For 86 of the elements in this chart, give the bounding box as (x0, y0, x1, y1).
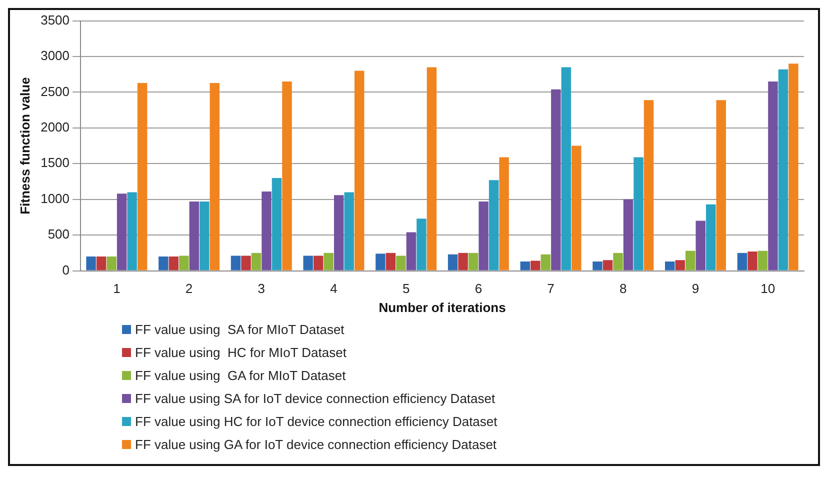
bar (468, 252, 478, 270)
bar (86, 256, 96, 270)
bar (426, 67, 437, 270)
bar (613, 252, 623, 270)
bar (520, 262, 530, 270)
y-tick-label: 500 (48, 226, 70, 242)
bar (324, 252, 334, 270)
legend-label: FF value using SA for IoT device connection efficiency Dataset (135, 391, 496, 406)
bar (572, 146, 582, 270)
y-tick-label: 2000 (40, 120, 70, 135)
bar (748, 252, 758, 270)
bar (623, 199, 634, 270)
bar (499, 157, 509, 270)
bar (200, 202, 210, 270)
x-tick-label: 9 (692, 281, 700, 296)
bar (551, 89, 561, 270)
bar (675, 260, 685, 270)
bar (458, 252, 468, 270)
bar (127, 192, 137, 270)
legend-label: FF value using GA for MIoT Dataset (135, 368, 346, 383)
x-tick-label: 2 (185, 281, 193, 296)
bar (478, 202, 488, 270)
bar (344, 192, 354, 270)
bar (592, 262, 602, 270)
x-tick-label: 10 (760, 281, 776, 296)
y-tick-label: 1000 (40, 190, 70, 206)
bar (406, 232, 416, 270)
bar (251, 252, 262, 270)
bar (116, 194, 127, 270)
x-axis-title: Number of iterations (378, 300, 506, 315)
bar (241, 256, 251, 270)
y-tick-label: 0 (62, 262, 70, 278)
x-tick-label: 6 (474, 281, 482, 296)
y-tick-label: 3500 (40, 12, 70, 28)
bar (106, 256, 116, 270)
bar (137, 82, 148, 270)
bar (540, 254, 551, 270)
bar (448, 254, 458, 270)
bar (664, 262, 675, 270)
bar (561, 67, 572, 270)
bar (644, 100, 654, 270)
bar (530, 260, 540, 270)
bar (488, 180, 499, 270)
bar (758, 250, 768, 270)
bar (634, 157, 644, 270)
bar (386, 252, 396, 270)
bar (313, 256, 324, 270)
legend-label: FF value using SA for MIoT Dataset (135, 322, 344, 337)
y-tick-label: 3000 (40, 48, 70, 64)
bar (282, 82, 292, 270)
y-axis-title: Fitness function value (17, 77, 32, 214)
bar (262, 192, 272, 270)
bar (158, 256, 168, 270)
bar (179, 256, 189, 270)
bar (189, 202, 200, 270)
x-tick-label: 3 (258, 281, 266, 296)
bar (788, 64, 798, 270)
bar (168, 256, 179, 270)
bar (354, 70, 364, 270)
bar (272, 178, 282, 270)
bar (768, 82, 778, 270)
bar (416, 218, 426, 270)
x-tick-label: 4 (330, 281, 338, 296)
bar (716, 100, 726, 270)
legend-label: FF value using HC for IoT device connection efficiency Dataset (135, 414, 498, 429)
bar (334, 195, 344, 270)
x-tick-label: 5 (402, 281, 410, 296)
bar (230, 256, 241, 270)
x-tick-label: 7 (547, 281, 554, 296)
x-tick-label: 8 (620, 281, 627, 296)
legend-label: FF value using GA for IoT device connection efficiency Dataset (135, 437, 497, 452)
bar (737, 252, 748, 270)
bar (602, 260, 613, 270)
bar (376, 254, 386, 270)
bar (696, 220, 706, 270)
bar (396, 256, 406, 270)
x-tick-label: 1 (113, 281, 120, 296)
y-tick-label: 1500 (40, 155, 70, 170)
bar (210, 82, 220, 270)
bar (685, 250, 696, 270)
bar (778, 69, 788, 270)
bar (303, 256, 313, 270)
y-tick-label: 2500 (40, 84, 70, 99)
legend-label: FF value using HC for MIoT Dataset (135, 345, 346, 360)
bar (706, 204, 716, 270)
bar (96, 256, 106, 270)
